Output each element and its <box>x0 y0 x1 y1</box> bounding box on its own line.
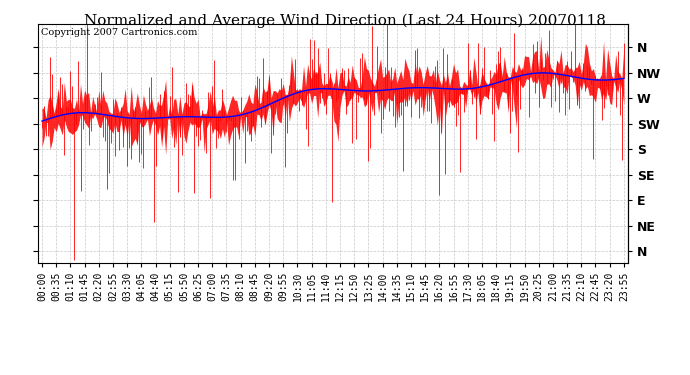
Text: Copyright 2007 Cartronics.com: Copyright 2007 Cartronics.com <box>41 28 197 37</box>
Text: Normalized and Average Wind Direction (Last 24 Hours) 20070118: Normalized and Average Wind Direction (L… <box>84 13 606 27</box>
